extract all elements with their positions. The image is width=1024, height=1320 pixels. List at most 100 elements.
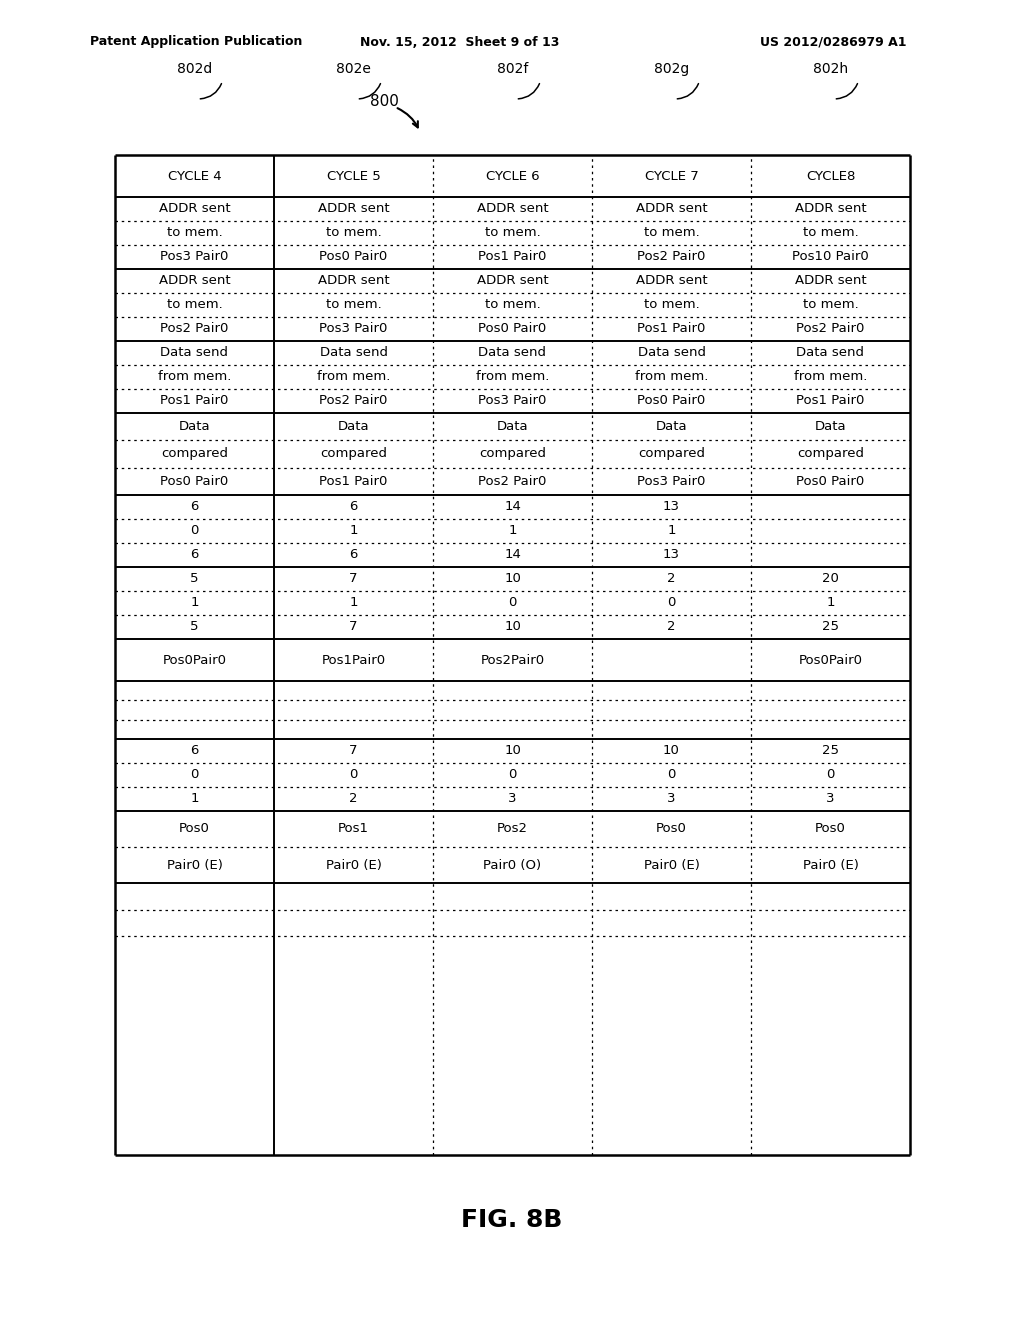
Text: to mem.: to mem. [644, 227, 699, 239]
Text: Data: Data [655, 420, 687, 433]
Text: 20: 20 [822, 573, 839, 586]
Text: 13: 13 [663, 549, 680, 561]
Text: CYCLE 5: CYCLE 5 [327, 169, 380, 182]
Text: from mem.: from mem. [316, 371, 390, 384]
Text: ADDR sent: ADDR sent [477, 202, 548, 215]
Text: 0: 0 [826, 768, 835, 781]
Text: Pos0 Pair0: Pos0 Pair0 [797, 475, 864, 488]
Text: from mem.: from mem. [794, 371, 867, 384]
Text: 1: 1 [668, 524, 676, 537]
Text: Pos1 Pair0: Pos1 Pair0 [319, 475, 388, 488]
Text: 10: 10 [504, 620, 521, 634]
Text: from mem.: from mem. [476, 371, 549, 384]
Text: US 2012/0286979 A1: US 2012/0286979 A1 [760, 36, 906, 49]
Text: Pos1Pair0: Pos1Pair0 [322, 653, 386, 667]
Text: CYCLE 4: CYCLE 4 [168, 169, 221, 182]
Text: 6: 6 [349, 500, 357, 513]
Text: 5: 5 [190, 573, 199, 586]
Text: ADDR sent: ADDR sent [159, 275, 230, 288]
Text: Pos0: Pos0 [656, 822, 687, 836]
Text: 802e: 802e [336, 62, 371, 77]
Text: Nov. 15, 2012  Sheet 9 of 13: Nov. 15, 2012 Sheet 9 of 13 [360, 36, 560, 49]
Text: Data send: Data send [638, 346, 706, 359]
Text: Pos2 Pair0: Pos2 Pair0 [797, 322, 864, 335]
Text: from mem.: from mem. [635, 371, 709, 384]
Text: 0: 0 [508, 597, 517, 610]
Text: to mem.: to mem. [167, 227, 222, 239]
Text: to mem.: to mem. [803, 227, 858, 239]
Text: Pos3 Pair0: Pos3 Pair0 [161, 251, 228, 264]
Text: 2: 2 [668, 573, 676, 586]
Text: ADDR sent: ADDR sent [159, 202, 230, 215]
Text: 10: 10 [664, 744, 680, 758]
Text: 6: 6 [190, 500, 199, 513]
Text: Pos1 Pair0: Pos1 Pair0 [637, 322, 706, 335]
Text: compared: compared [161, 447, 228, 461]
Text: 13: 13 [663, 500, 680, 513]
Text: ADDR sent: ADDR sent [636, 275, 708, 288]
Text: 802g: 802g [654, 62, 689, 77]
Text: compared: compared [638, 447, 705, 461]
Text: to mem.: to mem. [326, 227, 381, 239]
Text: 2: 2 [668, 620, 676, 634]
Text: 1: 1 [190, 597, 199, 610]
Text: Data send: Data send [797, 346, 864, 359]
Text: Pos3 Pair0: Pos3 Pair0 [319, 322, 388, 335]
Text: compared: compared [319, 447, 387, 461]
Text: to mem.: to mem. [326, 298, 381, 312]
Text: 0: 0 [349, 768, 357, 781]
Text: Pos2: Pos2 [497, 822, 528, 836]
Text: ADDR sent: ADDR sent [317, 275, 389, 288]
Text: Pos3 Pair0: Pos3 Pair0 [637, 475, 706, 488]
Text: 0: 0 [668, 768, 676, 781]
Text: 14: 14 [504, 549, 521, 561]
Text: 0: 0 [508, 768, 517, 781]
Text: 800: 800 [370, 95, 399, 110]
Text: Pos1 Pair0: Pos1 Pair0 [797, 395, 864, 408]
Text: from mem.: from mem. [158, 371, 231, 384]
Text: 802d: 802d [177, 62, 212, 77]
Text: Data send: Data send [478, 346, 547, 359]
Text: Pos2 Pair0: Pos2 Pair0 [161, 322, 228, 335]
Text: 1: 1 [349, 597, 357, 610]
Text: 10: 10 [504, 573, 521, 586]
Text: Pos0 Pair0: Pos0 Pair0 [478, 322, 547, 335]
Text: ADDR sent: ADDR sent [317, 202, 389, 215]
Text: to mem.: to mem. [167, 298, 222, 312]
Text: 6: 6 [190, 744, 199, 758]
Text: 10: 10 [504, 744, 521, 758]
Text: Pos2Pair0: Pos2Pair0 [480, 653, 545, 667]
Text: ADDR sent: ADDR sent [795, 202, 866, 215]
Text: 14: 14 [504, 500, 521, 513]
Text: Pair0 (E): Pair0 (E) [803, 858, 858, 871]
Text: 0: 0 [190, 768, 199, 781]
Text: CYCLE8: CYCLE8 [806, 169, 855, 182]
Text: Pos0Pair0: Pos0Pair0 [163, 653, 226, 667]
Text: ADDR sent: ADDR sent [477, 275, 548, 288]
Text: Data: Data [338, 420, 370, 433]
Text: 0: 0 [190, 524, 199, 537]
Text: to mem.: to mem. [484, 298, 541, 312]
Text: Pos0 Pair0: Pos0 Pair0 [161, 475, 228, 488]
Text: 3: 3 [508, 792, 517, 805]
Text: 7: 7 [349, 744, 357, 758]
Text: Patent Application Publication: Patent Application Publication [90, 36, 302, 49]
Text: 802h: 802h [813, 62, 848, 77]
Text: CYCLE 6: CYCLE 6 [485, 169, 540, 182]
Text: 802f: 802f [497, 62, 528, 77]
Text: 3: 3 [668, 792, 676, 805]
Text: Data: Data [178, 420, 210, 433]
Text: Pos2 Pair0: Pos2 Pair0 [637, 251, 706, 264]
Text: compared: compared [479, 447, 546, 461]
Text: Pos1: Pos1 [338, 822, 369, 836]
Text: Data send: Data send [319, 346, 387, 359]
Text: 7: 7 [349, 573, 357, 586]
Text: ADDR sent: ADDR sent [636, 202, 708, 215]
Text: compared: compared [797, 447, 864, 461]
Text: 1: 1 [826, 597, 835, 610]
Text: 25: 25 [822, 620, 839, 634]
Text: Pos10 Pair0: Pos10 Pair0 [793, 251, 869, 264]
Text: to mem.: to mem. [644, 298, 699, 312]
Text: 5: 5 [190, 620, 199, 634]
Text: Pos2 Pair0: Pos2 Pair0 [319, 395, 388, 408]
